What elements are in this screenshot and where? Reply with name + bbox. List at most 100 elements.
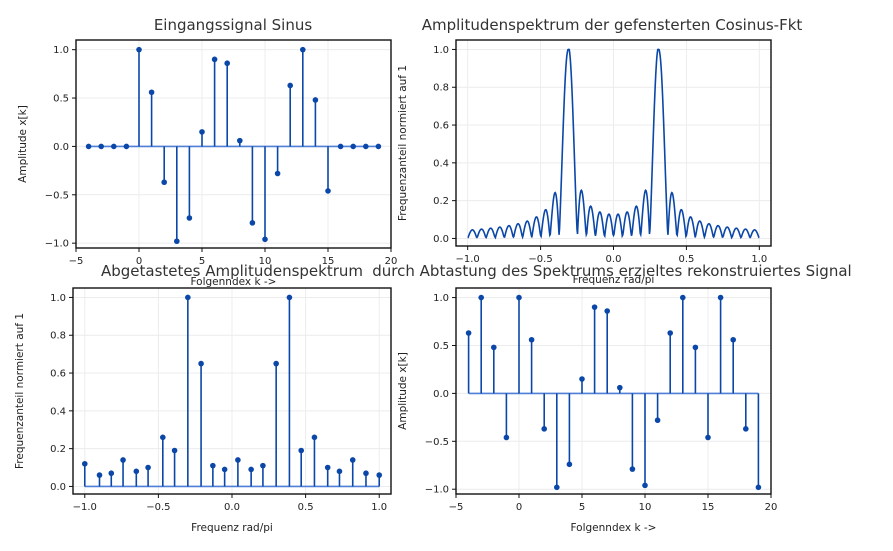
y-tick-label: 0.2 <box>433 196 449 207</box>
x-tick-label: 1.0 <box>371 502 387 513</box>
stem-marker <box>210 462 216 469</box>
x-tick-label: 10 <box>639 502 652 513</box>
stem-marker <box>629 466 636 472</box>
x-tick-label: −5 <box>449 502 464 513</box>
x-tick-label: −0.5 <box>528 254 552 265</box>
stem-marker <box>185 294 191 301</box>
stem-marker <box>171 447 178 454</box>
stem-marker <box>717 294 724 301</box>
x-tick-label: 20 <box>765 502 778 513</box>
y-tick-label: 0.2 <box>50 444 66 455</box>
x-tick-label: 0.0 <box>606 254 622 265</box>
subplot-1: −5 0 5 10 15 20 −1.0 −0.5 0.0 0.5 1.0 Folgenndex k … <box>17 16 397 288</box>
stem-marker <box>262 236 268 243</box>
y-axis-label: Frequenzanteil normiert auf 1 <box>397 65 409 221</box>
y-axis-label: Amplitude x[k] <box>397 352 409 430</box>
stem-marker <box>705 434 711 441</box>
stem-marker <box>123 143 130 150</box>
x-tick-label: 0.0 <box>224 502 240 513</box>
x-tick-label: 0 <box>516 502 522 513</box>
stem-marker <box>108 470 115 477</box>
stem-marker <box>541 426 547 432</box>
stem-marker <box>174 238 180 245</box>
stem-marker <box>336 468 343 475</box>
stem-marker <box>198 360 204 367</box>
y-tick-label: 0.4 <box>50 406 66 417</box>
stem-marker <box>743 426 749 432</box>
stem-marker <box>337 143 344 150</box>
stem-marker <box>491 344 497 351</box>
x-tick-label: −5 <box>69 256 84 267</box>
stem-marker <box>528 336 535 343</box>
stem-marker <box>260 462 266 469</box>
x-tick-label: −1.0 <box>73 502 97 513</box>
stem-marker <box>249 220 256 226</box>
stem-marker <box>148 89 155 96</box>
x-tick-label: 20 <box>385 256 398 267</box>
stem-marker <box>680 294 686 301</box>
chart-title: durch Abtastung des Spektrums erzieltes … <box>372 262 851 280</box>
stem-marker <box>312 97 319 103</box>
y-tick-label: 0.5 <box>433 341 449 352</box>
stem-marker <box>617 384 623 391</box>
x-tick-label: 15 <box>702 502 715 513</box>
x-tick-label: −1.0 <box>456 254 480 265</box>
stem-marker <box>274 170 281 177</box>
y-tick-label: 0.0 <box>433 389 449 400</box>
stem-marker <box>375 143 382 150</box>
stem-marker <box>224 60 230 67</box>
stem-marker <box>160 434 166 441</box>
x-axis-label: Frequenz rad/pi <box>573 274 655 286</box>
x-tick-label: −0.5 <box>146 502 170 513</box>
x-axis-label: Frequenz rad/pi <box>191 522 273 534</box>
spectrum-line <box>467 48 760 240</box>
stem-marker <box>98 143 104 150</box>
y-tick-label: 0.8 <box>50 331 66 342</box>
stem-marker <box>85 143 92 150</box>
stem-marker <box>199 129 205 135</box>
stem-marker <box>566 461 573 468</box>
y-tick-label: 1.0 <box>53 45 69 56</box>
subplot-2: −1.0 −0.5 0.0 0.5 1.0 0.0 0.2 0.4 0.6 0.8 1.0 Frequ… <box>397 16 802 286</box>
y-tick-label: −1.0 <box>45 239 69 250</box>
stem-marker <box>248 466 254 473</box>
stem-marker <box>136 46 142 53</box>
axes-frame <box>455 287 772 495</box>
stem-marker <box>465 330 472 336</box>
stem-marker <box>667 330 673 336</box>
stem-marker <box>730 336 736 343</box>
y-tick-label: 0.0 <box>53 142 69 153</box>
stem-marker <box>554 484 560 491</box>
stem-marker <box>287 82 294 89</box>
stem-marker <box>376 472 383 478</box>
y-tick-label: 1.0 <box>433 293 449 304</box>
stem-marker <box>286 294 293 301</box>
stem-marker <box>604 308 610 314</box>
y-tick-label: 0.0 <box>50 482 66 493</box>
y-tick-label: 1.0 <box>50 293 66 304</box>
stem-marker <box>273 360 279 367</box>
stem-marker <box>692 344 699 351</box>
stem-marker <box>350 143 357 150</box>
stem-marker <box>235 457 241 463</box>
subplot-3: −1.0 −0.5 0.0 0.5 1.0 0.0 0.2 0.4 0.6 0.8 1.0 Frequ… <box>14 262 392 534</box>
x-tick-label: 10 <box>259 256 272 267</box>
subplot-4: −5 0 5 10 15 20 −1.0 −0.5 0.0 0.5 1.0 Folgenndex k … <box>372 262 851 534</box>
y-tick-label: −1.0 <box>425 485 449 496</box>
x-tick-label: 5 <box>579 502 585 513</box>
stem-marker <box>642 482 648 489</box>
y-tick-label: 0.6 <box>433 121 449 132</box>
chart-title: Abgetastetes Amplitudenspektrum <box>101 262 363 280</box>
stem-marker <box>81 460 88 467</box>
stem-marker <box>161 179 167 186</box>
chart-title: Amplitudenspektrum der gefensterten Cosi… <box>422 16 803 34</box>
x-tick-label: 1.0 <box>751 254 767 265</box>
stem-marker <box>237 137 243 144</box>
stem-marker <box>120 457 126 463</box>
stem-marker <box>221 466 228 473</box>
axes-frame <box>75 39 392 249</box>
stem-marker <box>96 472 103 478</box>
stem-marker <box>363 143 369 150</box>
y-tick-label: 0.4 <box>433 158 449 169</box>
